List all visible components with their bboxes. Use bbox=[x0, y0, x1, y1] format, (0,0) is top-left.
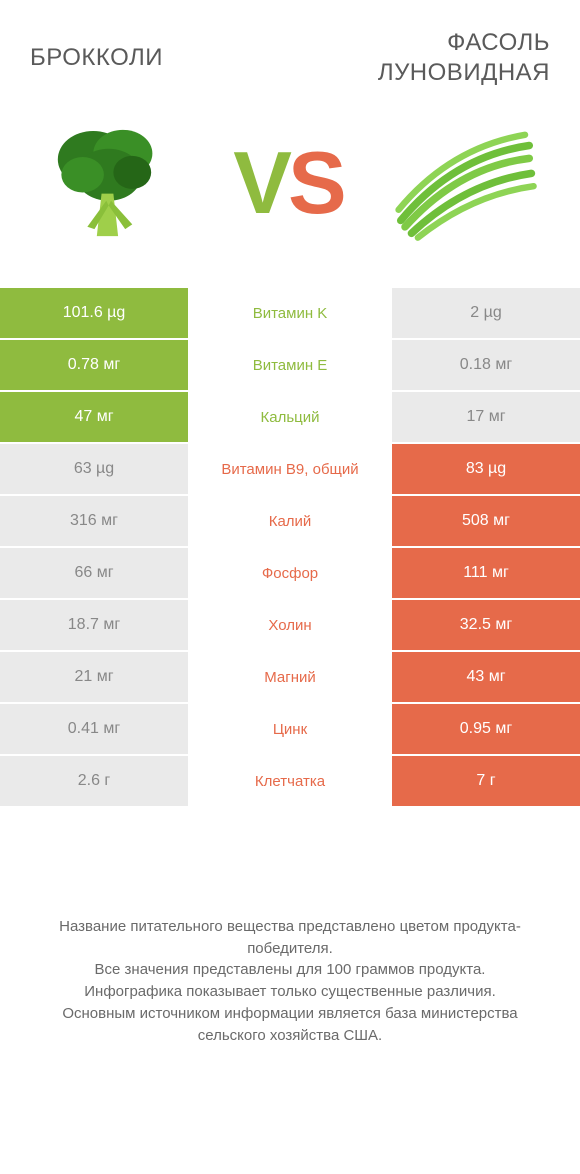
nutrient-name: Цинк bbox=[190, 704, 390, 756]
value-left: 101.6 µg bbox=[0, 288, 190, 340]
value-right: 2 µg bbox=[390, 288, 580, 340]
value-right: 0.18 мг bbox=[390, 340, 580, 392]
green-beans-icon bbox=[390, 118, 540, 248]
value-right: 32.5 мг bbox=[390, 600, 580, 652]
footer-line-4: Основным источником информации является … bbox=[30, 1003, 550, 1047]
nutrient-name: Магний bbox=[190, 652, 390, 704]
nutrient-row: 2.6 гКлетчатка7 г bbox=[0, 756, 580, 808]
food-title-left: Брокколи bbox=[30, 44, 163, 72]
vs-letter-s: S bbox=[288, 132, 343, 234]
nutrient-row: 47 мгКальций17 мг bbox=[0, 392, 580, 444]
nutrient-name: Калий bbox=[190, 496, 390, 548]
nutrient-table: 101.6 µgВитамин K2 µg0.78 мгВитамин E0.1… bbox=[0, 288, 580, 808]
vs-row: VS bbox=[0, 98, 580, 288]
nutrient-row: 316 мгКалий508 мг bbox=[0, 496, 580, 548]
value-left: 0.41 мг bbox=[0, 704, 190, 756]
nutrient-row: 21 мгМагний43 мг bbox=[0, 652, 580, 704]
value-left: 0.78 мг bbox=[0, 340, 190, 392]
nutrient-name: Витамин B9, общий bbox=[190, 444, 390, 496]
food-title-right-line2: луновидная bbox=[378, 59, 550, 86]
footer-line-2: Все значения представлены для 100 граммо… bbox=[30, 959, 550, 981]
nutrient-row: 0.78 мгВитамин E0.18 мг bbox=[0, 340, 580, 392]
footer-notes: Название питательного вещества представл… bbox=[0, 808, 580, 1174]
value-left: 21 мг bbox=[0, 652, 190, 704]
value-right: 83 µg bbox=[390, 444, 580, 496]
value-right: 0.95 мг bbox=[390, 704, 580, 756]
nutrient-name: Витамин E bbox=[190, 340, 390, 392]
nutrient-row: 101.6 µgВитамин K2 µg bbox=[0, 288, 580, 340]
value-left: 66 мг bbox=[0, 548, 190, 600]
value-left: 47 мг bbox=[0, 392, 190, 444]
nutrient-name: Фосфор bbox=[190, 548, 390, 600]
nutrient-name: Витамин K bbox=[190, 288, 390, 340]
value-right: 17 мг bbox=[390, 392, 580, 444]
header: Брокколи Фасоль луновидная bbox=[0, 0, 580, 98]
nutrient-row: 66 мгФосфор111 мг bbox=[0, 548, 580, 600]
value-right: 508 мг bbox=[390, 496, 580, 548]
nutrient-name: Кальций bbox=[190, 392, 390, 444]
nutrient-row: 63 µgВитамин B9, общий83 µg bbox=[0, 444, 580, 496]
nutrient-row: 0.41 мгЦинк0.95 мг bbox=[0, 704, 580, 756]
value-right: 43 мг bbox=[390, 652, 580, 704]
value-right: 7 г bbox=[390, 756, 580, 808]
footer-line-1: Название питательного вещества представл… bbox=[30, 916, 550, 960]
nutrient-row: 18.7 мгХолин32.5 мг bbox=[0, 600, 580, 652]
broccoli-icon bbox=[36, 118, 186, 248]
value-left: 2.6 г bbox=[0, 756, 190, 808]
vs-label: VS bbox=[233, 132, 342, 234]
value-left: 316 мг bbox=[0, 496, 190, 548]
nutrient-name: Клетчатка bbox=[190, 756, 390, 808]
food-title-right: Фасоль луновидная bbox=[378, 28, 550, 88]
value-right: 111 мг bbox=[390, 548, 580, 600]
vs-letter-v: V bbox=[233, 132, 288, 234]
footer-line-3: Инфографика показывает только существенн… bbox=[30, 981, 550, 1003]
food-title-right-line1: Фасоль bbox=[447, 29, 550, 56]
nutrient-name: Холин bbox=[190, 600, 390, 652]
value-left: 18.7 мг bbox=[0, 600, 190, 652]
value-left: 63 µg bbox=[0, 444, 190, 496]
